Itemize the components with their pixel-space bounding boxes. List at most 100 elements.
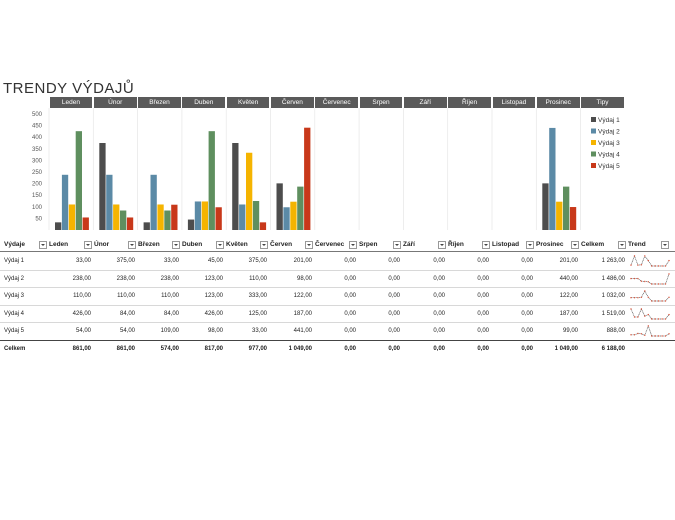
table-cell[interactable]: 122,00 bbox=[559, 293, 578, 299]
table-cell[interactable]: 0,00 bbox=[388, 293, 400, 299]
table-cell[interactable]: 1 032,00 bbox=[601, 293, 625, 299]
table-cell[interactable]: 0,00 bbox=[344, 275, 356, 282]
table-cell[interactable]: 99,00 bbox=[562, 328, 578, 334]
column-header-1[interactable]: Leden bbox=[49, 238, 92, 251]
filter-dropdown-icon[interactable] bbox=[438, 241, 446, 249]
column-header-6[interactable]: Červen bbox=[270, 238, 313, 251]
table-cell[interactable]: 0,00 bbox=[433, 345, 445, 352]
table-cell[interactable]: 0,00 bbox=[477, 258, 489, 264]
table-cell[interactable]: 98,00 bbox=[207, 328, 223, 334]
filter-dropdown-icon[interactable] bbox=[305, 241, 313, 249]
table-cell[interactable]: 109,00 bbox=[160, 328, 179, 334]
table-cell[interactable]: 426,00 bbox=[72, 310, 91, 317]
column-header-3[interactable]: Březen bbox=[138, 238, 180, 251]
table-cell[interactable]: 201,00 bbox=[293, 258, 312, 264]
table-cell[interactable]: 33,00 bbox=[251, 328, 267, 334]
table-cell[interactable]: 123,00 bbox=[204, 293, 223, 299]
filter-dropdown-icon[interactable] bbox=[393, 241, 401, 249]
table-cell[interactable]: 0,00 bbox=[433, 293, 445, 299]
filter-dropdown-icon[interactable] bbox=[216, 241, 224, 249]
table-cell[interactable]: 84,00 bbox=[163, 310, 179, 317]
column-header-11[interactable]: Listopad bbox=[492, 238, 534, 251]
column-header-5[interactable]: Květen bbox=[226, 238, 268, 251]
table-cell[interactable]: 375,00 bbox=[248, 258, 267, 264]
table-cell[interactable]: 0,00 bbox=[388, 258, 400, 264]
table-cell[interactable]: 0,00 bbox=[477, 293, 489, 299]
table-cell[interactable]: 0,00 bbox=[521, 275, 533, 282]
table-cell[interactable]: 426,00 bbox=[204, 310, 223, 317]
table-cell[interactable]: 0,00 bbox=[388, 328, 400, 334]
column-header-14[interactable]: Trend bbox=[628, 238, 669, 251]
table-cell[interactable]: 0,00 bbox=[388, 345, 400, 352]
column-header-4[interactable]: Duben bbox=[182, 238, 224, 251]
table-cell[interactable]: 187,00 bbox=[559, 310, 578, 317]
table-cell[interactable]: 54,00 bbox=[119, 328, 135, 334]
table-cell[interactable]: 0,00 bbox=[477, 310, 489, 317]
table-cell[interactable]: 0,00 bbox=[521, 310, 533, 317]
table-cell[interactable]: 375,00 bbox=[116, 258, 135, 264]
table-cell[interactable]: 0,00 bbox=[433, 310, 445, 317]
filter-dropdown-icon[interactable] bbox=[84, 241, 92, 249]
column-header-8[interactable]: Srpen bbox=[359, 238, 401, 251]
table-cell[interactable]: 0,00 bbox=[388, 275, 400, 282]
table-cell[interactable]: 84,00 bbox=[119, 310, 135, 317]
table-cell[interactable]: 0,00 bbox=[433, 258, 445, 264]
table-cell[interactable]: 333,00 bbox=[248, 293, 267, 299]
table-cell[interactable]: 0,00 bbox=[477, 345, 489, 352]
table-cell[interactable]: 817,00 bbox=[204, 345, 223, 352]
table-cell[interactable]: 0,00 bbox=[433, 328, 445, 334]
table-cell[interactable]: 54,00 bbox=[75, 328, 91, 334]
column-header-10[interactable]: Říjen bbox=[448, 238, 490, 251]
table-cell[interactable]: 0,00 bbox=[433, 275, 445, 282]
table-cell[interactable]: 1 263,00 bbox=[601, 258, 625, 264]
table-cell[interactable]: 122,00 bbox=[293, 293, 312, 299]
table-cell[interactable]: 861,00 bbox=[72, 345, 91, 352]
filter-dropdown-icon[interactable] bbox=[482, 241, 490, 249]
table-cell[interactable]: 123,00 bbox=[204, 275, 223, 282]
table-cell[interactable]: 0,00 bbox=[521, 345, 533, 352]
table-cell[interactable]: 888,00 bbox=[606, 328, 625, 334]
filter-dropdown-icon[interactable] bbox=[571, 241, 579, 249]
column-header-12[interactable]: Prosinec bbox=[536, 238, 579, 251]
table-cell[interactable]: 110,00 bbox=[73, 293, 91, 299]
filter-dropdown-icon[interactable] bbox=[172, 241, 180, 249]
table-cell[interactable]: 110,00 bbox=[161, 293, 179, 299]
filter-dropdown-icon[interactable] bbox=[661, 241, 669, 249]
table-cell[interactable]: 0,00 bbox=[344, 293, 356, 299]
table-cell[interactable]: 0,00 bbox=[388, 310, 400, 317]
table-cell[interactable]: 125,00 bbox=[248, 310, 267, 317]
table-cell[interactable]: 861,00 bbox=[116, 345, 135, 352]
table-cell[interactable]: 1 049,00 bbox=[288, 345, 312, 352]
filter-dropdown-icon[interactable] bbox=[39, 241, 47, 249]
filter-dropdown-icon[interactable] bbox=[349, 241, 357, 249]
table-cell[interactable]: 1 519,00 bbox=[601, 310, 625, 317]
table-cell[interactable]: 0,00 bbox=[521, 328, 533, 334]
table-cell[interactable]: 574,00 bbox=[160, 345, 179, 352]
table-cell[interactable]: 187,00 bbox=[293, 310, 312, 317]
filter-dropdown-icon[interactable] bbox=[128, 241, 136, 249]
table-cell[interactable]: 110,00 bbox=[117, 293, 135, 299]
filter-dropdown-icon[interactable] bbox=[260, 241, 268, 249]
table-cell[interactable]: 0,00 bbox=[344, 310, 356, 317]
table-cell[interactable]: 6 188,00 bbox=[601, 345, 625, 352]
filter-dropdown-icon[interactable] bbox=[618, 241, 626, 249]
table-cell[interactable]: 0,00 bbox=[477, 275, 489, 282]
column-header-7[interactable]: Červenec bbox=[315, 238, 357, 251]
column-header-0[interactable]: Výdaje bbox=[4, 238, 47, 251]
table-cell[interactable]: 0,00 bbox=[344, 258, 356, 264]
table-cell[interactable]: 33,00 bbox=[163, 258, 179, 264]
table-cell[interactable]: 977,00 bbox=[248, 345, 267, 352]
table-cell[interactable]: 0,00 bbox=[521, 293, 533, 299]
table-cell[interactable]: 0,00 bbox=[521, 258, 533, 264]
table-cell[interactable]: 440,00 bbox=[559, 275, 578, 282]
table-cell[interactable]: 98,00 bbox=[296, 275, 312, 282]
column-header-2[interactable]: Únor bbox=[94, 238, 136, 251]
table-cell[interactable]: 441,00 bbox=[293, 328, 312, 334]
table-cell[interactable]: 201,00 bbox=[559, 258, 578, 264]
table-cell[interactable]: 110,00 bbox=[249, 275, 267, 282]
table-cell[interactable]: 0,00 bbox=[344, 345, 356, 352]
table-cell[interactable]: 33,00 bbox=[75, 258, 91, 264]
table-cell[interactable]: 0,00 bbox=[477, 328, 489, 334]
column-header-13[interactable]: Celkem bbox=[581, 238, 626, 251]
table-cell[interactable]: 238,00 bbox=[116, 275, 135, 282]
